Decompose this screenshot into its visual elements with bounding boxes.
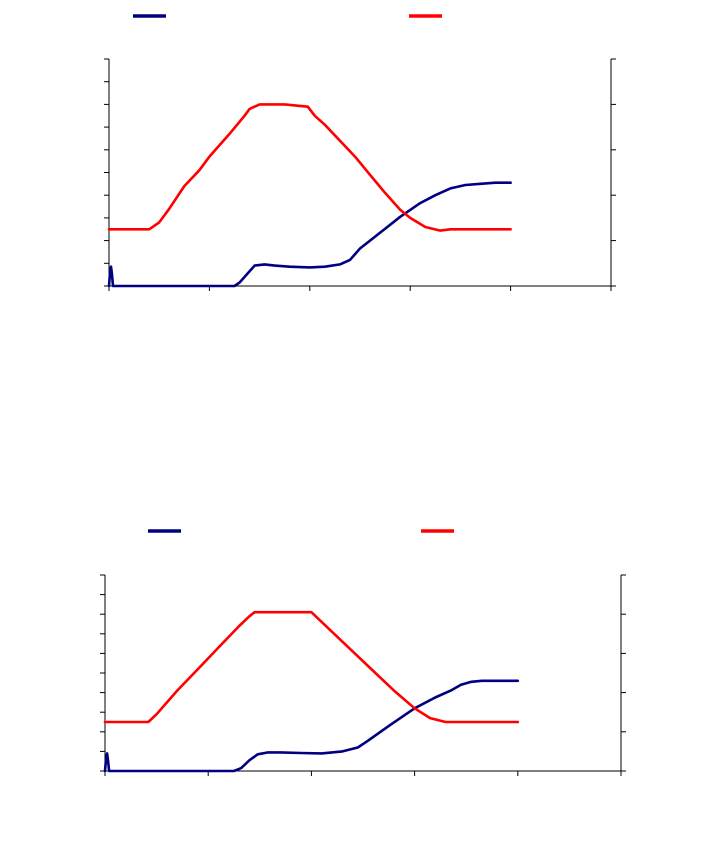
chart-bottom — [0, 515, 709, 815]
series-line-2 — [107, 103, 512, 232]
chart-top-svg — [104, 14, 616, 291]
series-line-1 — [103, 679, 520, 773]
series-line-2 — [103, 610, 520, 724]
chart-top — [0, 0, 709, 330]
chart-bottom-svg — [100, 529, 626, 776]
series-line-1 — [107, 181, 512, 288]
